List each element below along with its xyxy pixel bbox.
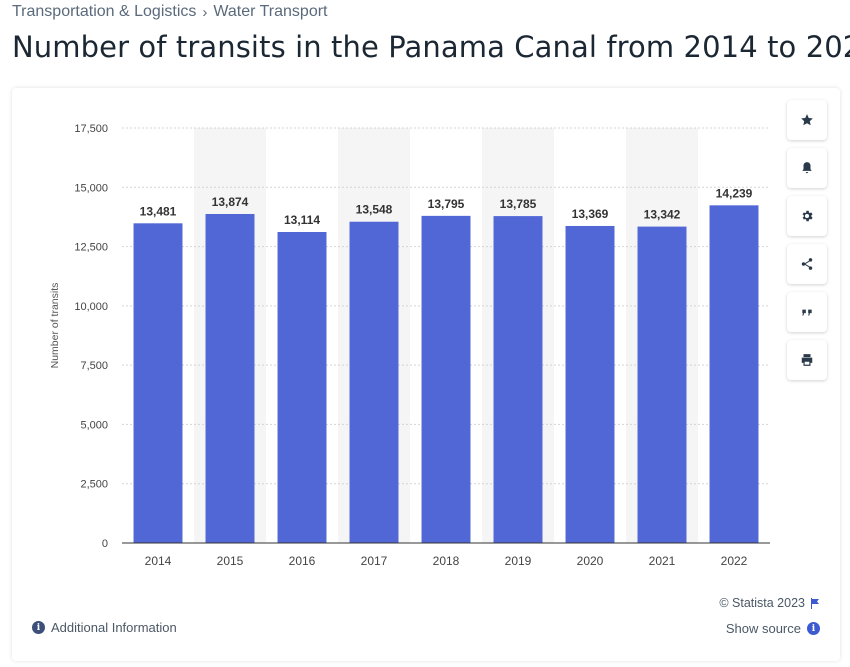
x-tick-label: 2016 (289, 554, 316, 568)
print-icon (801, 354, 813, 366)
x-tick-label: 2022 (721, 554, 748, 568)
data-label: 14,239 (716, 186, 753, 200)
y-tick-label: 7,500 (80, 360, 108, 372)
share-icon (801, 258, 813, 270)
bar[interactable] (565, 225, 615, 543)
bar[interactable] (637, 226, 687, 543)
data-label: 13,548 (356, 203, 393, 217)
y-tick-label: 5,000 (80, 419, 108, 431)
bar[interactable] (493, 216, 543, 543)
data-label: 13,369 (572, 207, 609, 221)
x-tick-label: 2019 (505, 554, 532, 568)
gear-icon (802, 210, 813, 222)
y-tick-label: 12,500 (74, 242, 108, 254)
data-label: 13,114 (284, 213, 320, 227)
flag-icon[interactable] (810, 597, 820, 609)
bar[interactable] (133, 223, 183, 543)
y-tick-label: 17,500 (74, 123, 108, 135)
bell-icon (802, 162, 812, 174)
info-icon: i (807, 622, 820, 635)
cite-button[interactable] (787, 292, 827, 332)
chart-toolbar (787, 100, 827, 380)
share-button[interactable] (787, 244, 827, 284)
y-axis-label: Number of transits (49, 283, 61, 369)
additional-information-link[interactable]: i Additional Information (32, 620, 177, 635)
x-tick-label: 2017 (361, 554, 388, 568)
bar[interactable] (277, 232, 327, 543)
breadcrumb-item-water-transport[interactable]: Water Transport (213, 3, 328, 20)
copyright-text: © Statista 2023 (719, 596, 805, 610)
bar[interactable] (349, 221, 399, 543)
favorite-button[interactable] (787, 100, 827, 140)
print-button[interactable] (787, 340, 827, 380)
chart-card: 0 2,500 5,000 7,500 10,000 12,500 15,000 17,500… (12, 88, 840, 661)
x-tick-label: 2015 (217, 554, 244, 568)
notification-button[interactable] (787, 148, 827, 188)
x-tick-label: 2014 (145, 554, 172, 568)
bar[interactable] (421, 215, 471, 543)
x-tick-label: 2018 (433, 554, 460, 568)
y-tick-label: 10,000 (74, 301, 108, 313)
data-label: 13,342 (644, 208, 681, 222)
data-label: 13,874 (212, 195, 249, 209)
bar[interactable] (709, 205, 759, 543)
show-source-label: Show source (725, 621, 801, 636)
data-label: 13,785 (500, 197, 537, 211)
x-tick-label: 2021 (649, 554, 676, 568)
additional-information-label: Additional Information (51, 620, 177, 635)
star-icon (801, 114, 813, 126)
y-tick-label: 0 (102, 538, 108, 550)
settings-button[interactable] (787, 196, 827, 236)
show-source-link[interactable]: Show source i (726, 621, 820, 636)
page-title: Number of transits in the Panama Canal f… (12, 30, 850, 64)
breadcrumb-separator: › (202, 3, 208, 21)
copyright: © Statista 2023 (719, 596, 820, 610)
data-label: 13,481 (140, 204, 177, 218)
data-label: 13,795 (428, 197, 465, 211)
bar[interactable] (205, 213, 255, 543)
bar-chart: 0 2,500 5,000 7,500 10,000 12,500 15,000 17,500… (49, 123, 770, 568)
breadcrumb: Transportation & Logistics › Water Trans… (12, 3, 328, 21)
y-tick-label: 15,000 (74, 182, 108, 194)
x-tick-label: 2020 (577, 554, 604, 568)
breadcrumb-item-transportation[interactable]: Transportation & Logistics (12, 3, 197, 20)
info-icon: i (32, 621, 45, 634)
quote-icon (802, 309, 812, 316)
y-tick-label: 2,500 (80, 479, 108, 491)
